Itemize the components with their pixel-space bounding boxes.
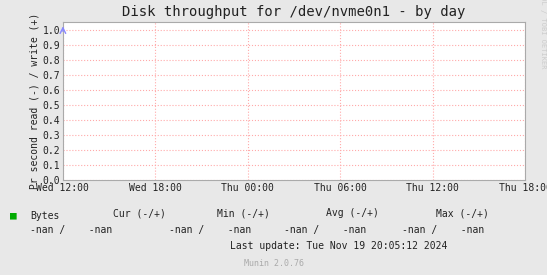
Text: Bytes: Bytes (31, 211, 60, 221)
Text: Last update: Tue Nov 19 20:05:12 2024: Last update: Tue Nov 19 20:05:12 2024 (230, 241, 448, 251)
Text: -nan /    -nan: -nan / -nan (284, 225, 366, 235)
Text: Avg (-/+): Avg (-/+) (327, 208, 379, 218)
Text: Min (-/+): Min (-/+) (217, 208, 270, 218)
Title: Disk throughput for /dev/nvme0n1 - by day: Disk throughput for /dev/nvme0n1 - by da… (123, 6, 465, 20)
Text: Max (-/+): Max (-/+) (436, 208, 488, 218)
Text: RRDTOOL / TOBI OETIKER: RRDTOOL / TOBI OETIKER (540, 0, 546, 69)
Text: -nan /    -nan: -nan / -nan (402, 225, 484, 235)
Text: -nan /    -nan: -nan / -nan (170, 225, 252, 235)
Y-axis label: Pr second read (-) / write (+): Pr second read (-) / write (+) (30, 13, 40, 189)
Text: Cur (-/+): Cur (-/+) (113, 208, 166, 218)
Text: -nan /    -nan: -nan / -nan (30, 225, 112, 235)
Text: Munin 2.0.76: Munin 2.0.76 (243, 259, 304, 268)
Text: ■: ■ (10, 211, 16, 221)
